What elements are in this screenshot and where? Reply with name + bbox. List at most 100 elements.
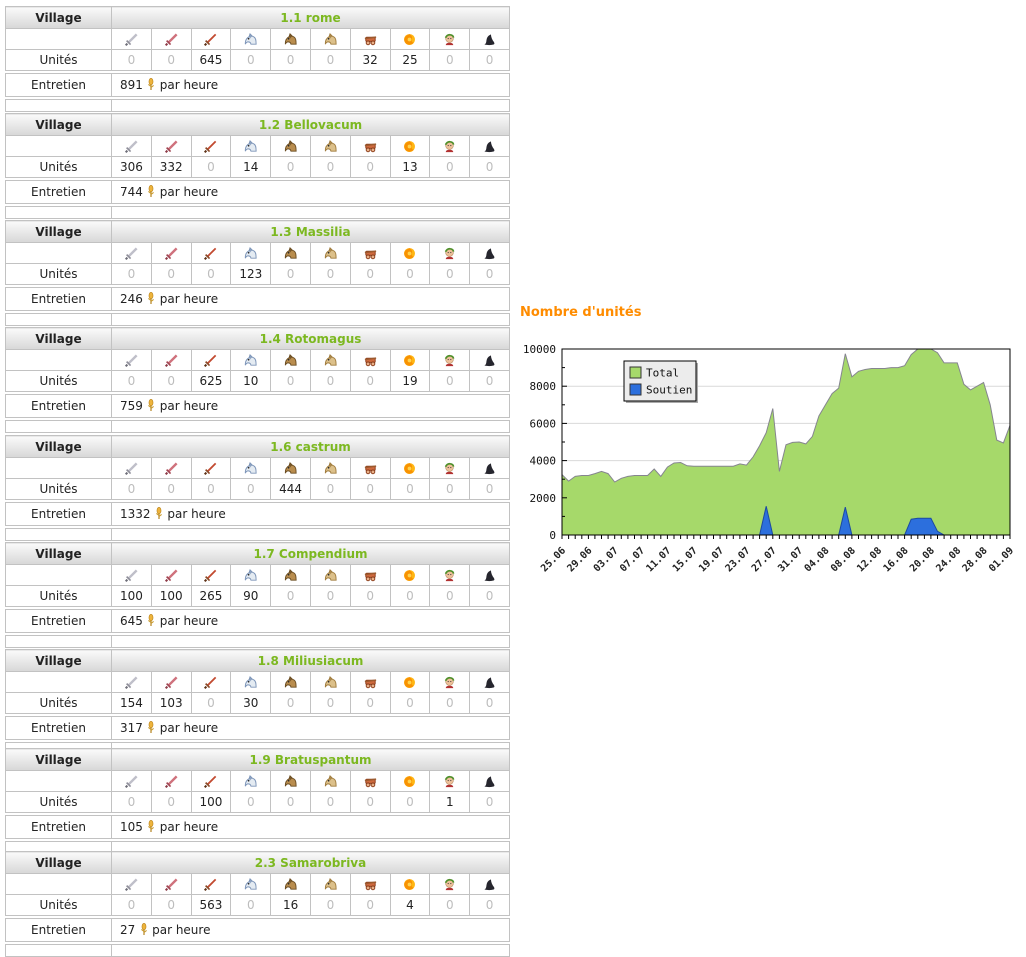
village-label: Village — [5, 113, 112, 136]
unit-count: 0 — [429, 894, 471, 916]
unit-count: 0 — [309, 263, 351, 285]
units-label: Unités — [5, 692, 112, 714]
unit-icons-row — [5, 457, 510, 479]
fire-catapult-icon — [389, 349, 431, 371]
wheat-icon — [145, 820, 157, 834]
unit-count: 0 — [309, 49, 351, 71]
unit-count: 0 — [150, 791, 192, 813]
svg-text:20.08: 20.08 — [908, 545, 937, 574]
svg-text:08.08: 08.08 — [829, 545, 858, 574]
village-block: Village 1.7 Compendium — [5, 542, 510, 648]
praetorian-sword-icon — [150, 770, 192, 792]
upkeep-row: Entretien 645 par heure — [5, 609, 510, 633]
village-name-link[interactable]: 1.2 Bellovacum — [111, 113, 510, 136]
unit-counts-row: Unités 306 332 0 14 0 0 0 13 0 0 — [5, 156, 510, 178]
spacer-row — [5, 206, 510, 219]
praetorian-sword-icon — [150, 457, 192, 479]
per-hour-label: par heure — [152, 923, 211, 937]
village-block: Village 1.8 Miliusiacum — [5, 649, 510, 755]
village-units-table: Village 1.7 Compendium — [5, 542, 510, 607]
equites-caesaris-horse-icon — [309, 135, 351, 157]
village-name-link[interactable]: 1.4 Rotomagus — [111, 327, 510, 350]
unit-count: 0 — [270, 156, 311, 178]
settler-icon — [469, 770, 510, 792]
unit-count: 123 — [230, 263, 272, 285]
spacer-row — [5, 99, 510, 112]
imperian-sword-icon — [190, 242, 232, 264]
senator-icon — [429, 671, 471, 693]
upkeep-value: 645 — [120, 614, 143, 628]
unit-count: 13 — [389, 156, 431, 178]
upkeep-row: Entretien 105 par heure — [5, 815, 510, 839]
settler-icon — [469, 349, 510, 371]
svg-text:03.07: 03.07 — [592, 545, 621, 574]
village-label: Village — [5, 542, 112, 565]
unit-count: 100 — [111, 585, 152, 607]
village-name-link[interactable]: 1.3 Massilia — [111, 220, 510, 243]
equites-imperatoris-horse-icon — [270, 671, 311, 693]
village-name-link[interactable]: 1.6 castrum — [111, 435, 510, 458]
wheat-icon — [145, 78, 157, 92]
table-header-row: Village 1.6 castrum — [5, 435, 510, 458]
unit-counts-row: Unités 154 103 0 30 0 0 0 0 0 0 — [5, 692, 510, 714]
svg-text:Total: Total — [646, 367, 679, 380]
unit-count: 0 — [309, 894, 351, 916]
village-name-link[interactable]: 1.9 Bratuspantum — [111, 748, 510, 771]
per-hour-label: par heure — [159, 78, 219, 92]
unit-count: 0 — [469, 156, 510, 178]
unit-count: 0 — [230, 894, 272, 916]
battering-ram-icon — [349, 135, 391, 157]
unit-count: 0 — [111, 894, 152, 916]
upkeep-value: 1332 — [120, 507, 151, 521]
unit-count: 0 — [429, 263, 471, 285]
unit-count: 90 — [230, 585, 272, 607]
svg-text:11.07: 11.07 — [644, 545, 673, 574]
upkeep-table: Entretien 759 par heure — [5, 394, 510, 418]
village-block: Village 2.3 Samarobriva — [5, 851, 510, 957]
senator-icon — [429, 349, 471, 371]
upkeep-label: Entretien — [5, 73, 112, 97]
unit-count: 0 — [309, 585, 351, 607]
wheat-icon — [145, 721, 157, 735]
village-label: Village — [5, 435, 112, 458]
wheat-icon — [153, 507, 165, 521]
praetorian-sword-icon — [150, 671, 192, 693]
imperian-sword-icon — [190, 770, 232, 792]
upkeep-table: Entretien 246 par heure — [5, 287, 510, 311]
equites-legati-horse-icon — [230, 135, 272, 157]
chart-title: Nombre d'unités — [520, 305, 642, 320]
unit-count: 0 — [190, 156, 232, 178]
village-name-link[interactable]: 1.1 rome — [111, 6, 510, 29]
unit-count: 0 — [270, 263, 311, 285]
unit-count: 0 — [150, 478, 192, 500]
village-name-link[interactable]: 2.3 Samarobriva — [111, 851, 510, 874]
unit-count: 306 — [111, 156, 152, 178]
legionnaire-sword-icon — [111, 457, 152, 479]
upkeep-value: 744 — [120, 185, 143, 199]
unit-count: 0 — [349, 894, 391, 916]
per-hour-label: par heure — [159, 399, 219, 413]
wheat-icon — [145, 292, 157, 306]
unit-count: 0 — [469, 49, 510, 71]
units-label: Unités — [5, 156, 112, 178]
equites-caesaris-horse-icon — [309, 457, 351, 479]
upkeep-row: Entretien 1332 par heure — [5, 502, 510, 526]
village-name-link[interactable]: 1.7 Compendium — [111, 542, 510, 565]
svg-text:12.08: 12.08 — [855, 545, 884, 574]
svg-text:04.08: 04.08 — [803, 545, 832, 574]
upkeep-label: Entretien — [5, 180, 112, 204]
upkeep-row: Entretien 744 par heure — [5, 180, 510, 204]
units-label: Unités — [5, 894, 112, 916]
unit-count: 265 — [190, 585, 232, 607]
fire-catapult-icon — [389, 564, 431, 586]
village-units-table: Village 1.9 Bratuspantum — [5, 748, 510, 813]
village-name-link[interactable]: 1.8 Miliusiacum — [111, 649, 510, 672]
unit-count: 0 — [389, 585, 431, 607]
upkeep-label: Entretien — [5, 394, 112, 418]
praetorian-sword-icon — [150, 242, 192, 264]
unit-count: 625 — [190, 370, 232, 392]
upkeep-table: Entretien 105 par heure — [5, 815, 510, 839]
settler-icon — [469, 457, 510, 479]
per-hour-label: par heure — [167, 507, 226, 521]
svg-text:8000: 8000 — [530, 380, 557, 393]
